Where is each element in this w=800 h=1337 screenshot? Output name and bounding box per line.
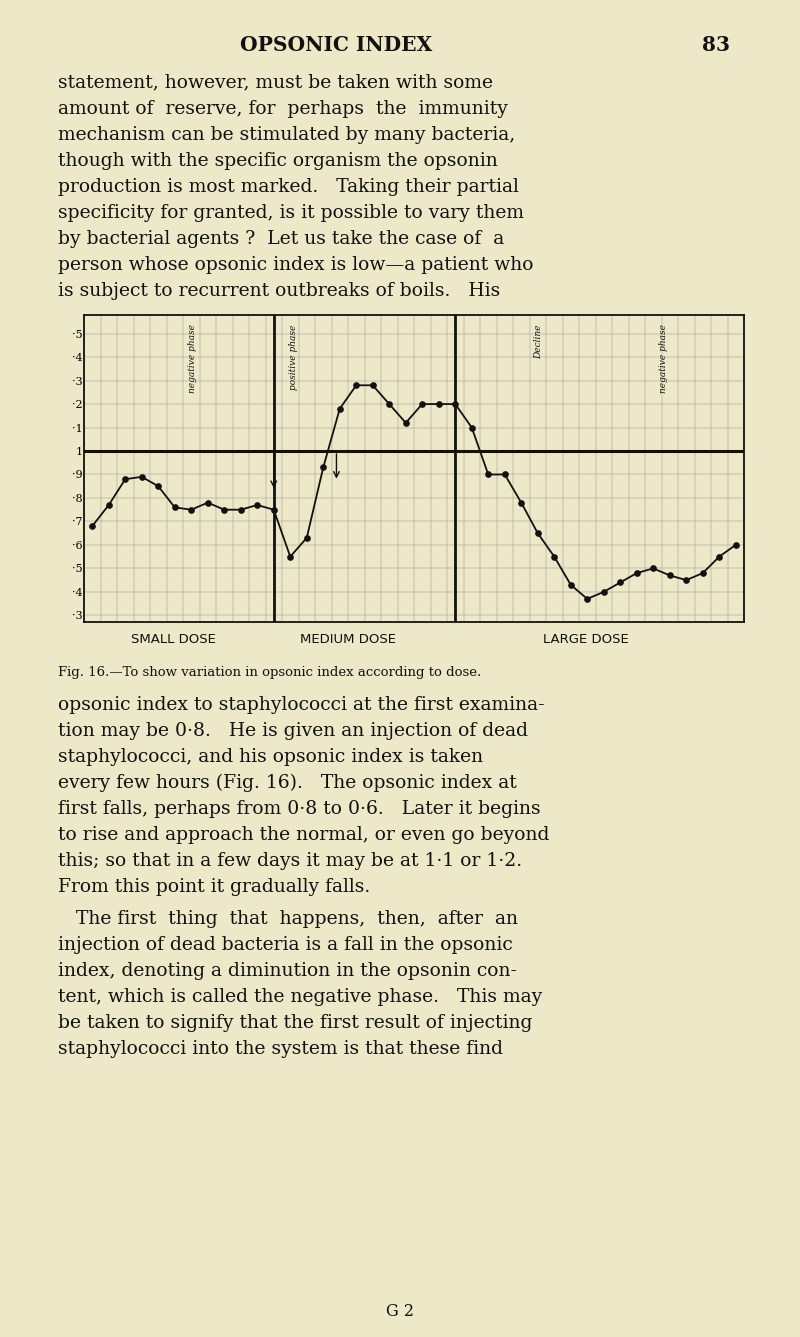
Text: is subject to recurrent outbreaks of boils.   His: is subject to recurrent outbreaks of boi… — [58, 282, 500, 299]
Text: positive phase: positive phase — [289, 325, 298, 389]
Text: G 2: G 2 — [386, 1302, 414, 1320]
Text: person whose opsonic index is low—a patient who: person whose opsonic index is low—a pati… — [58, 257, 533, 274]
Text: MEDIUM DOSE: MEDIUM DOSE — [300, 634, 396, 646]
Text: staphylococci, and his opsonic index is taken: staphylococci, and his opsonic index is … — [58, 749, 482, 766]
Text: though with the specific organism the opsonin: though with the specific organism the op… — [58, 152, 498, 170]
Text: The first  thing  that  happens,  then,  after  an: The first thing that happens, then, afte… — [58, 910, 518, 928]
Text: specificity for granted, is it possible to vary them: specificity for granted, is it possible … — [58, 205, 524, 222]
Text: tion may be 0·8.   He is given an injection of dead: tion may be 0·8. He is given an injectio… — [58, 722, 528, 739]
Text: to rise and approach the normal, or even go beyond: to rise and approach the normal, or even… — [58, 826, 549, 844]
Text: every few hours (Fig. 16).   The opsonic index at: every few hours (Fig. 16). The opsonic i… — [58, 774, 516, 793]
Text: Decline: Decline — [534, 325, 543, 358]
Text: negative phase: negative phase — [658, 325, 668, 393]
Text: SMALL DOSE: SMALL DOSE — [130, 634, 215, 646]
Text: production is most marked.   Taking their partial: production is most marked. Taking their … — [58, 178, 518, 195]
Text: injection of dead bacteria is a fall in the opsonic: injection of dead bacteria is a fall in … — [58, 936, 512, 953]
Text: OPSONIC INDEX: OPSONIC INDEX — [240, 35, 432, 55]
Text: by bacterial agents ?  Let us take the case of  a: by bacterial agents ? Let us take the ca… — [58, 230, 504, 247]
Text: Fig. 16.—To show variation in opsonic index according to dose.: Fig. 16.—To show variation in opsonic in… — [58, 667, 481, 679]
Text: From this point it gradually falls.: From this point it gradually falls. — [58, 878, 370, 896]
Text: mechanism can be stimulated by many bacteria,: mechanism can be stimulated by many bact… — [58, 126, 515, 143]
Text: be taken to signify that the first result of injecting: be taken to signify that the first resul… — [58, 1015, 532, 1032]
Text: negative phase: negative phase — [187, 325, 197, 393]
Text: opsonic index to staphylococci at the first examina-: opsonic index to staphylococci at the fi… — [58, 697, 544, 714]
Text: statement, however, must be taken with some: statement, however, must be taken with s… — [58, 74, 493, 91]
Text: 83: 83 — [702, 35, 730, 55]
Text: index, denoting a diminution in the opsonin con-: index, denoting a diminution in the opso… — [58, 963, 517, 980]
Text: amount of  reserve, for  perhaps  the  immunity: amount of reserve, for perhaps the immun… — [58, 100, 507, 118]
Text: LARGE DOSE: LARGE DOSE — [542, 634, 629, 646]
Text: first falls, perhaps from 0·8 to 0·6.   Later it begins: first falls, perhaps from 0·8 to 0·6. La… — [58, 800, 540, 818]
Text: this; so that in a few days it may be at 1·1 or 1·2.: this; so that in a few days it may be at… — [58, 853, 522, 870]
Text: staphylococci into the system is that these find: staphylococci into the system is that th… — [58, 1040, 502, 1058]
Text: tent, which is called the negative phase.   This may: tent, which is called the negative phase… — [58, 988, 542, 1005]
